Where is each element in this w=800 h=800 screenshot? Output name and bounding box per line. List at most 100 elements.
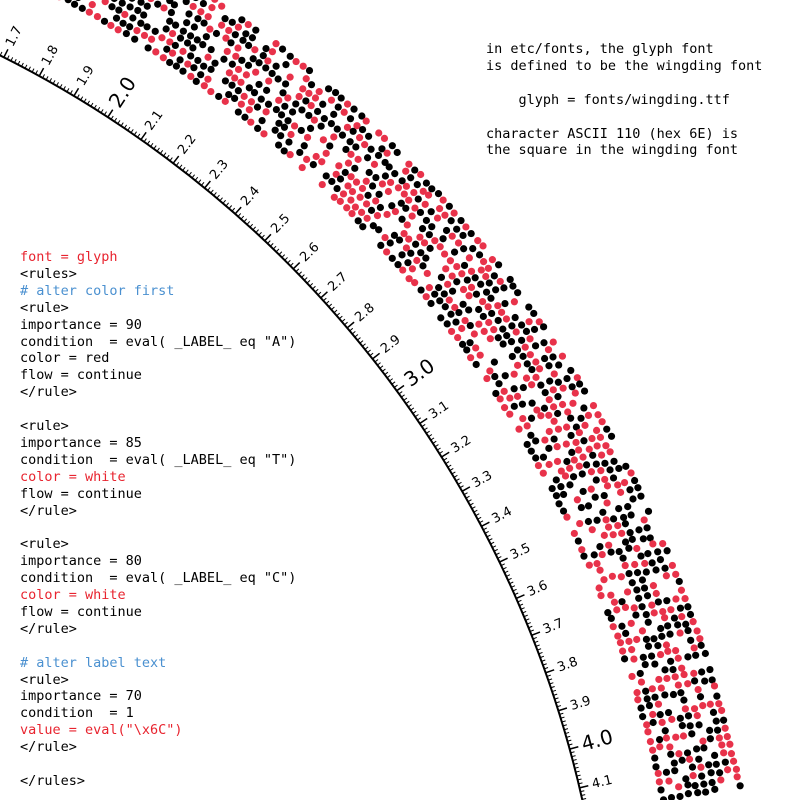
tick-mark bbox=[531, 631, 541, 637]
glyph-dot bbox=[237, 100, 245, 108]
glyph-dot bbox=[675, 783, 683, 791]
glyph-dot bbox=[422, 179, 431, 187]
text-line: the square in the wingding font bbox=[486, 142, 738, 159]
text-line: character ASCII 110 (hex 6E) is bbox=[486, 125, 738, 142]
glyph-dot bbox=[459, 231, 467, 240]
minor-tick bbox=[314, 288, 319, 293]
minor-tick bbox=[574, 766, 579, 769]
glyph-dot bbox=[486, 335, 494, 343]
glyph-dot bbox=[346, 138, 354, 146]
glyph-dot bbox=[510, 298, 518, 306]
glyph-dot bbox=[295, 92, 303, 101]
glyph-dot bbox=[455, 308, 463, 317]
glyph-dot bbox=[648, 559, 656, 567]
glyph-dot bbox=[661, 564, 669, 572]
glyph-dot bbox=[466, 321, 474, 330]
glyph-dot bbox=[343, 204, 351, 212]
minor-tick bbox=[512, 588, 517, 592]
glyph-dot bbox=[500, 284, 508, 292]
glyph-dot bbox=[388, 202, 396, 210]
glyph-dot bbox=[678, 664, 686, 672]
glyph-dot bbox=[613, 606, 621, 614]
glyph-dot bbox=[523, 360, 531, 368]
glyph-dot bbox=[559, 507, 568, 515]
glyph-dot bbox=[433, 214, 442, 222]
glyph-dot bbox=[678, 613, 686, 621]
glyph-dot bbox=[655, 778, 663, 786]
glyph-dot bbox=[347, 150, 355, 158]
tick-mark bbox=[515, 594, 525, 600]
text-line: importance = 70 bbox=[20, 688, 142, 705]
glyph-dot bbox=[614, 521, 622, 530]
glyph-dot bbox=[649, 582, 658, 590]
glyph-dot bbox=[85, 8, 93, 16]
glyph-dot bbox=[519, 414, 527, 423]
glyph-dot bbox=[424, 191, 433, 199]
glyph-dot bbox=[633, 635, 641, 644]
glyph-dot bbox=[654, 642, 662, 650]
glyph-dot bbox=[603, 482, 612, 490]
glyph-dot bbox=[562, 440, 570, 448]
text-line: importance = 90 bbox=[20, 316, 142, 333]
glyph-dot bbox=[310, 116, 318, 124]
glyph-dot bbox=[514, 361, 522, 369]
glyph-dot bbox=[391, 170, 399, 178]
glyph-dot bbox=[732, 765, 741, 773]
glyph-dot bbox=[363, 214, 371, 222]
glyph-dot bbox=[720, 749, 728, 757]
glyph-dot bbox=[500, 404, 509, 412]
glyph-dot bbox=[670, 614, 679, 622]
glyph-dot bbox=[417, 170, 425, 179]
minor-tick bbox=[414, 414, 419, 418]
minor-tick bbox=[31, 68, 35, 73]
minor-tick bbox=[377, 362, 381, 366]
tick-label: 2.8 bbox=[352, 300, 377, 325]
glyph-dot bbox=[129, 14, 137, 22]
glyph-dot bbox=[298, 106, 306, 114]
glyph-dot bbox=[407, 249, 415, 257]
glyph-dot bbox=[391, 207, 400, 216]
glyph-dot bbox=[574, 537, 582, 545]
glyph-dot bbox=[568, 448, 576, 456]
glyph-dot bbox=[144, 44, 152, 52]
glyph-dot bbox=[204, 53, 212, 61]
glyph-dot bbox=[435, 284, 443, 292]
glyph-dot bbox=[372, 197, 380, 205]
minor-tick bbox=[514, 592, 519, 596]
tick-label: 2.7 bbox=[325, 270, 350, 295]
minor-tick bbox=[325, 300, 330, 305]
glyph-dot bbox=[677, 586, 686, 594]
glyph-dot bbox=[453, 278, 461, 286]
glyph-dot bbox=[179, 47, 187, 55]
tick-label: 1.7 bbox=[3, 24, 26, 49]
glyph-dot bbox=[312, 152, 320, 161]
glyph-dot bbox=[479, 297, 487, 306]
glyph-dot bbox=[231, 31, 239, 39]
glyph-dot bbox=[618, 529, 626, 537]
glyph-dot bbox=[275, 119, 283, 127]
glyph-dot bbox=[513, 392, 522, 400]
glyph-dot bbox=[364, 191, 372, 199]
minor-tick bbox=[523, 614, 528, 618]
minor-tick bbox=[143, 138, 147, 143]
glyph-dot bbox=[607, 614, 615, 623]
glyph-dot bbox=[501, 372, 509, 380]
glyph-dot bbox=[190, 23, 198, 31]
minor-tick bbox=[556, 705, 562, 708]
glyph-dot bbox=[601, 459, 609, 467]
glyph-dot bbox=[500, 387, 508, 395]
minor-tick bbox=[49, 78, 52, 83]
glyph-dot bbox=[717, 776, 725, 784]
glyph-dot bbox=[279, 89, 287, 97]
tick-label: 3.6 bbox=[525, 578, 550, 600]
glyph-dot bbox=[434, 190, 443, 198]
glyph-dot bbox=[618, 598, 626, 606]
glyph-dot bbox=[199, 0, 208, 8]
tick-mark bbox=[419, 417, 428, 425]
minor-tick bbox=[367, 349, 371, 353]
glyph-dot bbox=[650, 635, 658, 643]
glyph-dot bbox=[672, 595, 680, 603]
glyph-dot bbox=[402, 244, 411, 252]
glyph-dot bbox=[605, 541, 613, 549]
minor-tick bbox=[21, 62, 24, 67]
